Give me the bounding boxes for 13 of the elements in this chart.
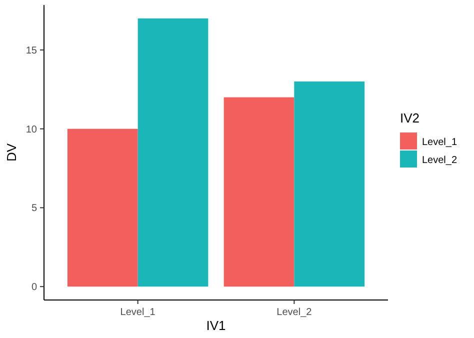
y-axis-title: DV: [4, 143, 19, 162]
y-tick-label: 15: [26, 45, 38, 56]
legend-label: Level_2: [422, 155, 458, 166]
y-tick-label: 10: [26, 124, 38, 136]
legend-label: Level_1: [422, 137, 458, 148]
bar: [138, 18, 208, 287]
x-axis-title: IV1: [206, 318, 226, 333]
bar: [294, 82, 365, 287]
legend-title: IV2: [400, 110, 420, 126]
bar: [67, 128, 138, 287]
bar: [224, 97, 294, 287]
y-tick-label: 0: [31, 282, 38, 294]
y-tick-label: 5: [31, 203, 38, 214]
